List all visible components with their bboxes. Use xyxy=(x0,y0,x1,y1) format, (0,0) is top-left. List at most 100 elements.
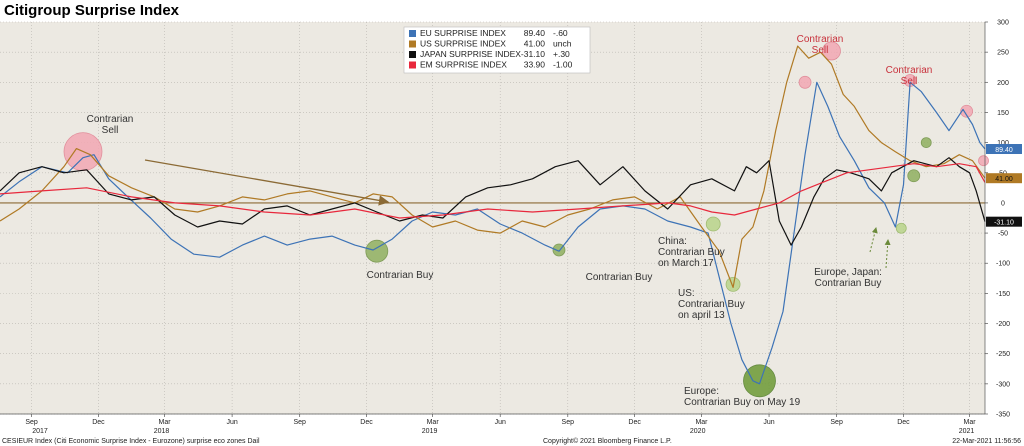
series-line-em-surprise-index xyxy=(0,163,986,219)
annotation-line: China: xyxy=(658,236,687,247)
x-tick-label: Mar xyxy=(695,419,708,426)
annotation-line: on March 17 xyxy=(658,258,714,269)
x-year-label: 2021 xyxy=(959,428,975,435)
annotation-line: Europe, Japan: xyxy=(814,267,882,278)
x-tick-label: Mar xyxy=(964,419,977,426)
highlight-circle xyxy=(907,169,921,183)
legend-change: unch xyxy=(553,39,572,49)
annotation-line: Contrarian Buy xyxy=(815,278,882,289)
y-tick-label: 250 xyxy=(997,50,1009,57)
x-year-label: 2017 xyxy=(32,428,48,435)
legend-swatch xyxy=(409,61,416,69)
x-tick-label: Mar xyxy=(159,419,172,426)
footer-left: CESIEUR Index (Citi Economic Surprise In… xyxy=(2,438,260,445)
series-lines xyxy=(0,45,986,385)
annotation-line: Contrarian Buy xyxy=(586,272,653,283)
y-tick-label: 100 xyxy=(997,140,1009,147)
last-value-tags: 89.40 41.00 -31.10 xyxy=(986,144,1022,227)
annotation-contrarian-sell-2020b: Contrarian Sell xyxy=(886,65,933,87)
legend-change: -.60 xyxy=(553,28,568,38)
x-tick-label: Sep xyxy=(830,419,843,426)
legend-swatch xyxy=(409,51,416,58)
footer-right: 22-Mar-2021 11:56:56 xyxy=(952,438,1021,445)
x-tick-label: Dec xyxy=(360,419,373,426)
legend-box xyxy=(403,26,591,74)
last-value-tag: 89.40 xyxy=(995,147,1013,154)
y-tick-label: -250 xyxy=(996,351,1010,358)
x-axis: Sep Dec Mar Jun Sep Dec Mar Jun Sep Dec Mar Jun Sep D… xyxy=(0,413,985,435)
annotation-china-buy: China: Contrarian Buy on March 17 xyxy=(658,236,725,269)
annotation-europe-buy: Europe: Contrarian Buy on May 19 xyxy=(684,386,801,408)
last-value-tag-bg xyxy=(986,173,1022,184)
y-axis: 300250200150100500-50-100-150-200-250-30… xyxy=(984,20,1010,419)
last-value-tag-bg xyxy=(986,144,1022,155)
x-tick-label: Dec xyxy=(628,419,641,426)
highlight-circle xyxy=(822,41,841,61)
highlight-circle xyxy=(798,75,812,89)
annotation-line: Sell xyxy=(901,76,918,87)
last-value-tag-bg xyxy=(986,216,1022,227)
annotation-line: Contrarian Buy on May 19 xyxy=(684,397,801,408)
highlight-circle xyxy=(920,137,932,149)
annotation-contrarian-sell-2017: Contrarian Sell xyxy=(87,114,134,136)
series-line-eu-surprise-index xyxy=(0,81,986,385)
annotation-line: Sell xyxy=(102,125,119,136)
y-tick-label: -200 xyxy=(996,321,1010,328)
highlight-circle xyxy=(960,104,974,118)
legend: EU SURPRISE INDEX 89.40 -.60 US SURPRISE IN… xyxy=(403,26,591,74)
legend-change: +.30 xyxy=(553,49,570,59)
japan-buy-arrow xyxy=(884,239,891,269)
annotation-contrarian-buy-2019: Contrarian Buy xyxy=(586,272,653,283)
annotation-line: Contrarian Buy xyxy=(367,270,434,281)
legend-name: EM SURPRISE INDEX xyxy=(420,60,507,70)
chart-title: Citigroup Surprise Index xyxy=(4,2,180,19)
series-line-japan-surprise-index xyxy=(0,157,986,246)
y-tick-label: -350 xyxy=(996,412,1010,419)
annotation-line: Contrarian xyxy=(797,34,844,45)
x-tick-label: Sep xyxy=(293,419,306,426)
last-value-tag: 41.00 xyxy=(995,176,1013,183)
series-line-us-surprise-index xyxy=(0,45,986,288)
y-tick-label: 150 xyxy=(997,110,1009,117)
x-year-label: 2019 xyxy=(422,428,438,435)
y-tick-label: -100 xyxy=(996,261,1010,268)
annotation-line: Contrarian xyxy=(886,65,933,76)
legend-swatch xyxy=(409,40,416,48)
legend-name: JAPAN SURPRISE INDEX xyxy=(420,49,521,59)
annotation-line: US: xyxy=(678,288,695,299)
highlight-circle xyxy=(895,222,907,234)
annotation-arrows xyxy=(144,159,891,269)
x-tick-label: Dec xyxy=(897,419,910,426)
x-tick-label: Sep xyxy=(25,419,38,426)
annotation-line: Europe: xyxy=(684,386,719,397)
x-tick-label: Jun xyxy=(763,419,774,426)
y-tick-label: -50 xyxy=(998,231,1008,238)
legend-value: -31.10 xyxy=(521,49,545,59)
plot-background xyxy=(0,22,985,414)
x-tick-label: Jun xyxy=(226,419,237,426)
x-tick-label: Jun xyxy=(495,419,506,426)
annotation-line: Contrarian xyxy=(87,114,134,125)
annotation-line: Contrarian Buy xyxy=(678,299,745,310)
x-year-label: 2018 xyxy=(154,428,170,435)
y-tick-label: -300 xyxy=(996,381,1010,388)
annotation-line: Contrarian Buy xyxy=(658,247,725,258)
footer: CESIEUR Index (Citi Economic Surprise In… xyxy=(2,437,1021,445)
contrarian-sell-arrow xyxy=(144,159,390,206)
europe-buy-arrow xyxy=(869,227,878,253)
annotation-europe-japan-buy: Europe, Japan: Contrarian Buy xyxy=(814,267,882,289)
legend-value: 41.00 xyxy=(524,39,546,49)
highlight-circle xyxy=(743,364,776,398)
last-value-tag: -31.10 xyxy=(994,220,1014,227)
legend-change: -1.00 xyxy=(553,60,573,70)
x-tick-label: Sep xyxy=(562,419,575,426)
annotation-line: on april 13 xyxy=(678,310,725,321)
highlight-circle xyxy=(705,216,721,232)
annotation-contrarian-sell-2020a: Contrarian Sell xyxy=(797,34,844,56)
annotation-us-buy: US: Contrarian Buy on april 13 xyxy=(678,288,745,321)
legend-value: 89.40 xyxy=(524,28,546,38)
highlight-circle xyxy=(978,155,989,167)
x-tick-label: Dec xyxy=(92,419,105,426)
